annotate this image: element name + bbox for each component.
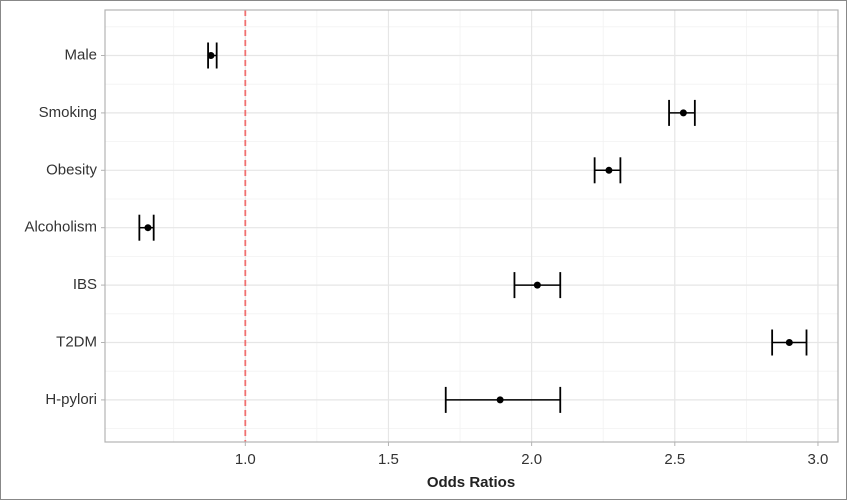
point xyxy=(144,224,152,232)
point xyxy=(533,281,541,289)
x-tick-label: 3.0 xyxy=(808,451,829,468)
y-tick-label: Obesity xyxy=(46,161,97,178)
y-tick-label: Smoking xyxy=(39,104,97,121)
point xyxy=(785,339,793,346)
y-tick-label: Male xyxy=(64,46,97,63)
plot-border xyxy=(104,9,839,443)
point xyxy=(605,166,613,174)
y-tick-label: T2DM xyxy=(56,333,97,350)
y-tick-label: Alcoholism xyxy=(24,219,97,236)
x-tick-label: 1.0 xyxy=(235,451,256,468)
x-tick-label: 2.5 xyxy=(664,451,685,468)
x-axis-title: Odds Ratios xyxy=(427,474,515,491)
point xyxy=(207,52,215,59)
y-tick-label: IBS xyxy=(73,276,97,293)
x-tick-label: 2.0 xyxy=(521,451,542,468)
point xyxy=(496,396,504,404)
point xyxy=(679,109,687,117)
y-tick-label: H-pylori xyxy=(45,391,97,408)
x-tick-label: 1.5 xyxy=(378,451,399,468)
